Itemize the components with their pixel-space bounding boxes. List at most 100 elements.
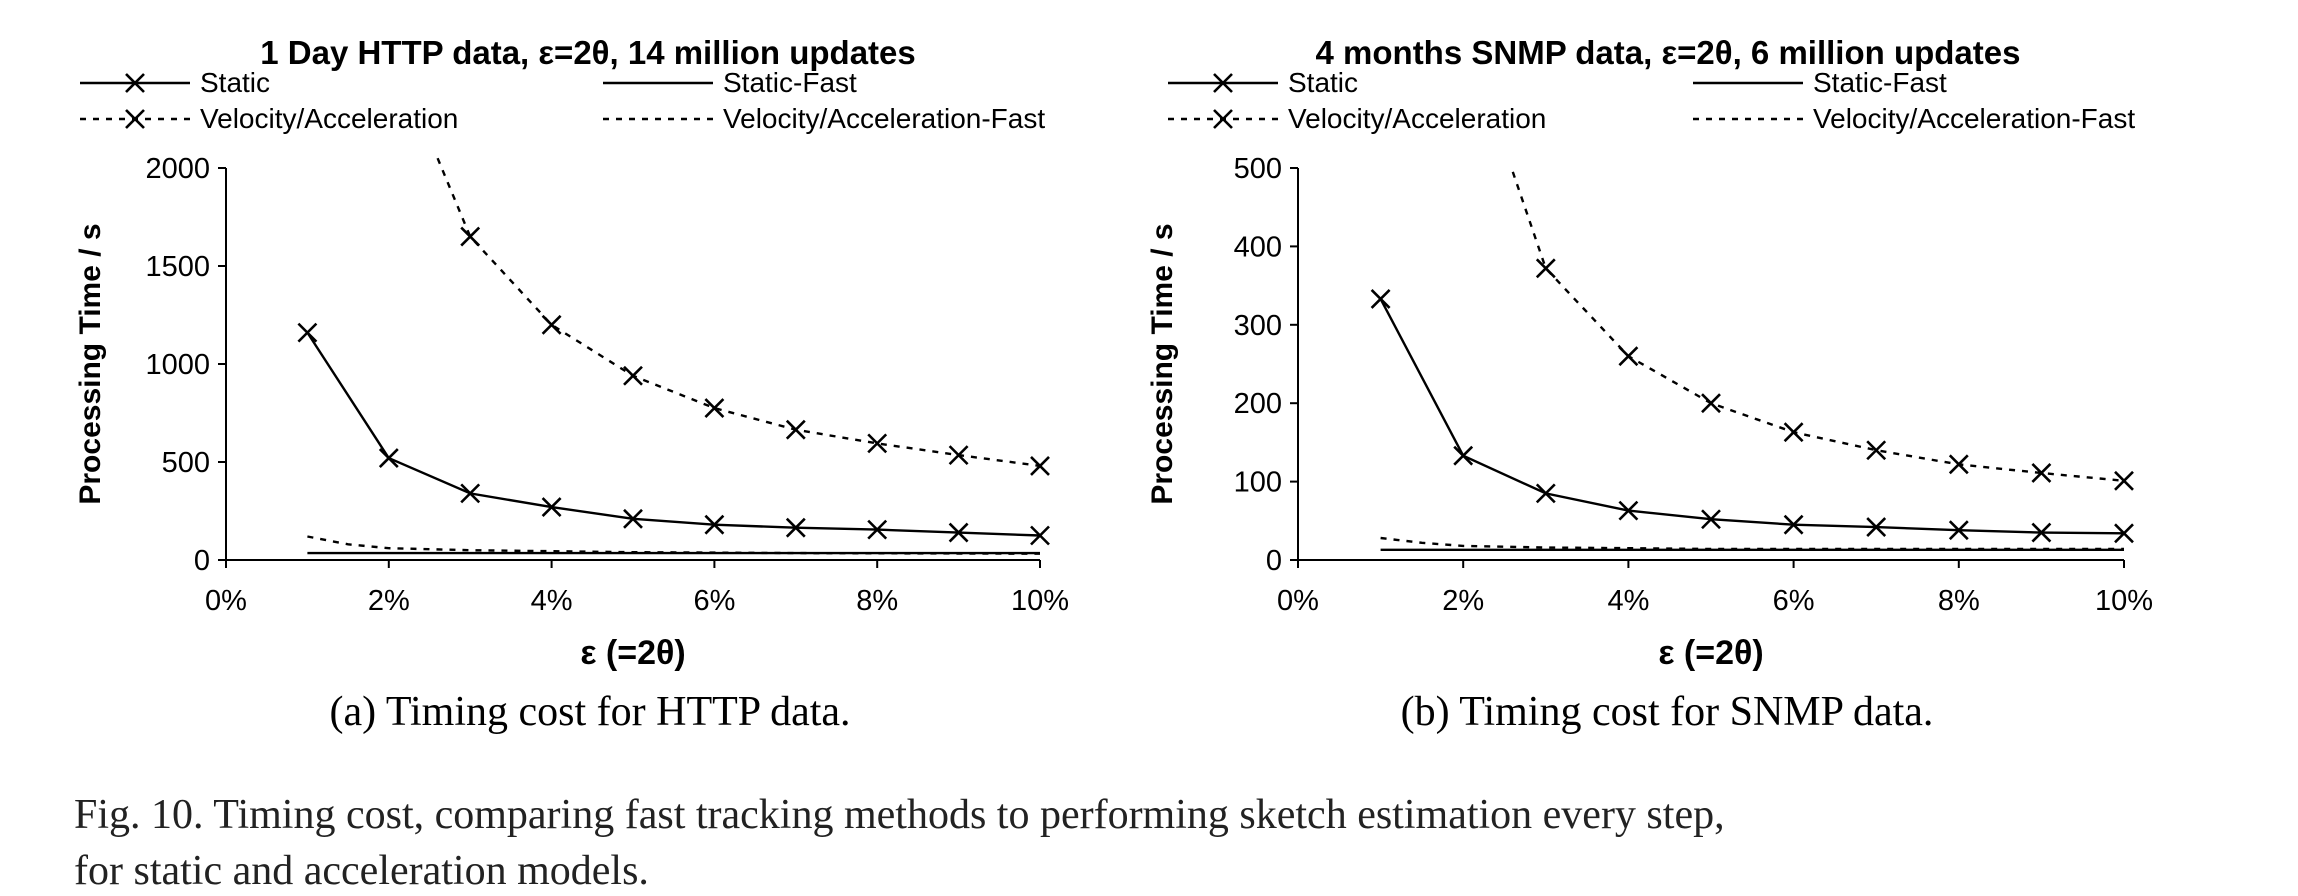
chart-1-point-velocity-acceleration [541,314,562,335]
chart-2-point-static [1948,520,1969,541]
chart-2-point-velocity-acceleration [1618,346,1639,367]
chart-1-y-tick-label: 500 [162,447,210,479]
chart-2-series-line-velocity-acceleration [1511,171,2125,482]
chart-2-point-static [1618,500,1639,521]
chart-2-point-velocity-acceleration [1948,454,1969,475]
chart-1-x-tick-label: 0% [205,585,247,617]
chart-2-x-axis-label: ε (=2θ) [1658,634,1763,672]
chart-2-point-static [1701,509,1721,530]
chart-2-y-tick-label: 500 [1234,153,1282,185]
chart-1-legend-label-velocity-acceleration-fast: Velocity/Acceleration-Fast [723,103,1045,134]
chart-2-x-tick-label: 6% [1773,585,1815,617]
chart-1-x-tick-label: 8% [856,585,898,617]
chart-1-x-tick-label: 4% [531,585,573,617]
chart-1-point-velocity-acceleration [704,398,725,419]
chart-2-subcaption: (b) Timing cost for SNMP data. [1401,689,1934,735]
chart-2-point-velocity-acceleration [1535,258,1556,279]
chart-2-point-static [1453,445,1474,466]
chart-1-x-axis-label: ε (=2θ) [580,634,685,672]
chart-2-legend-label-velocity-acceleration: Velocity/Acceleration [1288,103,1546,134]
chart-1-y-tick-label: 2000 [145,153,210,185]
chart-2-point-velocity-acceleration [1866,440,1887,461]
chart-2-point-static [1866,517,1887,537]
chart-1-series-line-static [306,331,1041,537]
chart-2-legend-marker-velocity-acceleration [1213,109,1233,129]
chart-2-series-line-static [1379,298,2125,535]
chart-2-x-tick-label: 10% [2095,585,2153,617]
chart-1-point-static [948,522,969,543]
chart-2-y-tick-label: 100 [1234,467,1282,499]
chart-1-series-line-velocity-acceleration-fast [307,535,1041,555]
chart-1-point-velocity-acceleration [460,226,481,247]
chart-2-x-tick-label: 0% [1277,585,1319,617]
chart-2-point-static [1535,483,1556,504]
chart-2-legend-marker-static [1213,73,1233,93]
chart-2-series-velocity-acceleration [1511,171,2134,491]
chart-2-point-velocity-acceleration [1701,393,1721,414]
chart-1-legend-velocity-acceleration-fast: Velocity/Acceleration-Fast [603,103,1045,134]
chart-1-y-tick-label: 1000 [145,349,210,381]
chart-2-y-tick-label: 0 [1266,545,1282,577]
chart-2-y-tick-label: 200 [1234,388,1282,420]
chart-1-point-static [460,483,481,504]
chart-1-point-static [1030,525,1050,546]
chart-2-point-static [2114,523,2134,544]
chart-2-series-static [1370,289,2134,544]
chart-2-y-tick-label: 300 [1234,310,1282,342]
chart-2-series-velocity-acceleration-fast [1380,536,2124,551]
chart-1-series-line-velocity-acceleration [436,157,1041,468]
chart-panel-http: 1 Day HTTP data, ε=2θ, 14 million update… [74,34,1069,735]
chart-1-point-velocity-acceleration [623,365,643,386]
chart-1-legend-label-static-fast: Static-Fast [723,67,857,98]
chart-1-point-static [378,448,399,468]
chart-2-legend-label-static: Static [1288,67,1358,98]
chart-1-series-static [297,322,1050,546]
chart-1-legend-static: Static [80,67,270,98]
chart-1-point-velocity-acceleration [1030,456,1050,476]
chart-2-y-axis-label: Processing Time / s [1146,223,1179,504]
chart-1-point-static [785,517,806,538]
chart-2-legend-label-static-fast: Static-Fast [1813,67,1947,98]
chart-2-x-tick-label: 2% [1442,585,1484,617]
chart-1-legend-static-fast: Static-Fast [603,67,857,98]
chart-1-legend-label-velocity-acceleration: Velocity/Acceleration [200,103,458,134]
chart-1-title: 1 Day HTTP data, ε=2θ, 14 million update… [260,34,916,71]
chart-1-point-static [704,514,725,535]
chart-2-x-tick-label: 4% [1607,585,1649,617]
chart-1-x-tick-label: 2% [368,585,410,617]
chart-1-legend-marker-static [125,73,145,93]
chart-2-legend-static: Static [1168,67,1358,98]
chart-1-point-static [623,508,643,529]
chart-2-point-velocity-acceleration [2031,463,2052,483]
chart-2-title: 4 months SNMP data, ε=2θ, 6 million upda… [1316,34,2021,71]
chart-1-subcaption: (a) Timing cost for HTTP data. [329,689,850,735]
chart-panel-snmp: 4 months SNMP data, ε=2θ, 6 million upda… [1146,34,2153,735]
chart-2-series-line-velocity-acceleration-fast [1380,536,2124,551]
chart-1-series-velocity-acceleration [436,157,1050,476]
chart-2-point-static [2031,522,2052,543]
chart-2-point-static [1783,514,1804,535]
chart-1-point-velocity-acceleration [867,433,888,454]
chart-1-point-static [297,322,318,343]
chart-2-point-velocity-acceleration [1783,422,1804,443]
chart-2-legend-velocity-acceleration: Velocity/Acceleration [1168,103,1546,134]
chart-1-point-static [867,519,888,540]
chart-2-legend-velocity-acceleration-fast: Velocity/Acceleration-Fast [1693,103,2135,134]
chart-2-legend-static-fast: Static-Fast [1693,67,1947,98]
chart-1-legend-label-static: Static [200,67,270,98]
chart-2-legend-label-velocity-acceleration-fast: Velocity/Acceleration-Fast [1813,103,2135,134]
figure-caption-line-2: for static and acceleration models. [74,848,649,894]
chart-2-y-tick-label: 400 [1234,231,1282,263]
chart-2-point-velocity-acceleration [2114,470,2134,491]
chart-2-point-static [1370,289,1391,309]
chart-1-legend-velocity-acceleration: Velocity/Acceleration [80,103,458,134]
chart-1-y-tick-label: 0 [194,545,210,577]
chart-1-y-tick-label: 1500 [145,251,210,283]
chart-2-x-tick-label: 8% [1938,585,1980,617]
figure-caption-line-1: Fig. 10. Timing cost, comparing fast tra… [74,792,1725,838]
chart-1-point-velocity-acceleration [785,419,806,440]
chart-1-x-tick-label: 6% [693,585,735,617]
chart-1-point-velocity-acceleration [948,445,969,466]
chart-1-legend-marker-velocity-acceleration [125,109,145,129]
